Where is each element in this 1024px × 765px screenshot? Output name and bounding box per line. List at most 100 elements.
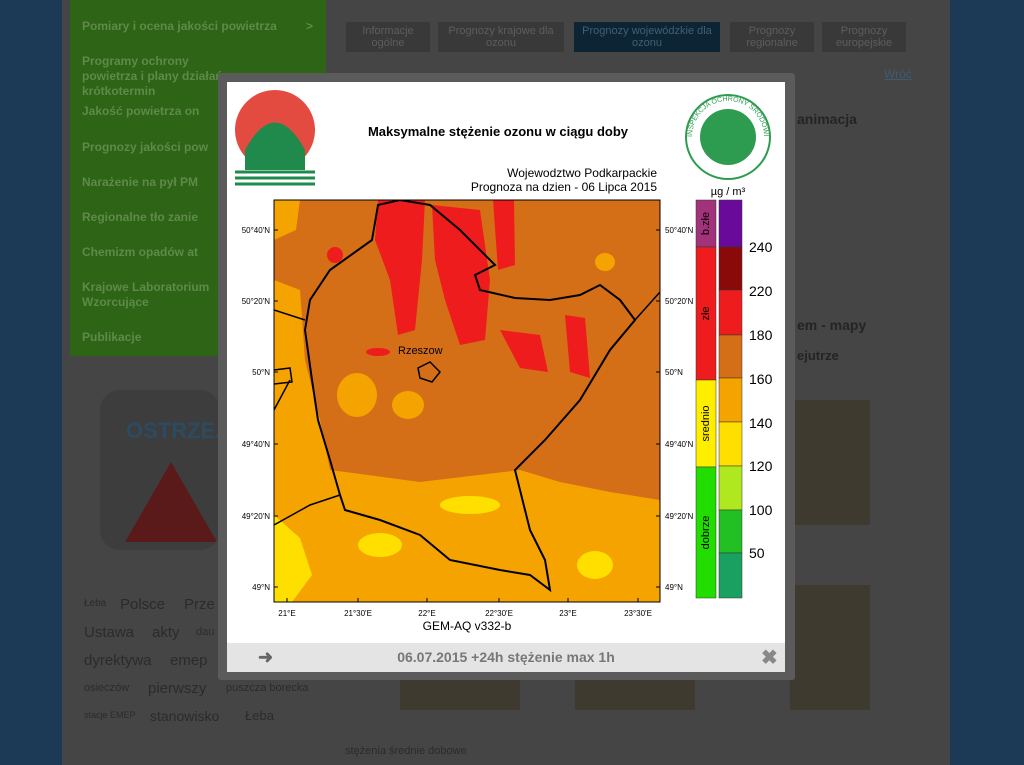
next-button[interactable]: ➜ — [258, 647, 274, 667]
lightbox-bar — [227, 643, 785, 672]
lon-label: 22°E — [418, 609, 435, 618]
map — [274, 200, 660, 602]
lat-label: 50°N — [665, 368, 683, 377]
nav-item[interactable]: Publikacje — [82, 330, 142, 344]
scale-band — [718, 509, 743, 554]
scale-label: 220 — [749, 283, 773, 299]
nav-item[interactable]: Prognozy jakości pow — [82, 140, 209, 154]
lat-label: 50°N — [252, 368, 270, 377]
scale-label: 120 — [749, 458, 773, 474]
area-140-160 — [274, 280, 660, 602]
scale-label: 140 — [749, 415, 773, 431]
scale-band — [718, 246, 743, 291]
nav-item[interactable]: Chemizm opadów at — [82, 245, 199, 259]
tag[interactable]: dyrektywa — [84, 652, 152, 669]
forecast: Prognoza na dzien - 06 Lipca 2015 — [471, 180, 657, 194]
lon-label: 23°E — [559, 609, 576, 618]
scale-label: 100 — [749, 502, 773, 518]
area-140-160 — [392, 391, 424, 419]
area-140-160 — [337, 373, 377, 417]
logo-text: INSPEKCJA OCHRONY ŚRODOWISKA — [0, 0, 769, 137]
quality-band — [695, 466, 717, 599]
scale-band — [718, 552, 743, 599]
area-140-160 — [274, 200, 300, 240]
tag[interactable]: akty — [152, 624, 180, 641]
tab[interactable]: Informacje ogólne — [346, 22, 430, 52]
back-link[interactable]: Wróć — [884, 67, 912, 81]
logo-left — [235, 90, 315, 186]
lat-label: 50°20'N — [665, 297, 694, 306]
scale-band — [718, 199, 743, 248]
nav-item[interactable]: Programy ochrony powietrza i plany dział… — [82, 54, 223, 98]
voivodeship-border — [303, 200, 637, 593]
warning-icon — [125, 462, 217, 542]
area-180-220 — [327, 247, 343, 263]
thumbnail[interactable] — [790, 400, 870, 525]
quality-label: srednio — [700, 405, 712, 441]
scale-label: 180 — [749, 327, 773, 343]
lat-label: 49°40'N — [665, 440, 694, 449]
nav-item[interactable]: Krajowe Laboratorium Wzorcujące — [82, 280, 210, 309]
tag[interactable]: stacje EMEP — [84, 710, 136, 720]
lon-label: 21°E — [278, 609, 295, 618]
unit-label: µg / m³ — [711, 186, 746, 198]
logo-ring — [685, 94, 771, 180]
lat-label: 49°N — [665, 583, 683, 592]
nav-arrow[interactable]: > — [306, 19, 314, 33]
area-140-160 — [595, 253, 615, 271]
close-button[interactable]: ✖ — [761, 647, 778, 669]
axes: 50°40'N 50°40'N 50°20'N 50°20'N 50°N 50°N 49°4… — [242, 226, 694, 618]
lat-label: 49°20'N — [242, 512, 271, 521]
lon-label: 21°30'E — [344, 609, 372, 618]
tab[interactable]: Prognozy regionalne — [730, 22, 814, 52]
thumbnail[interactable] — [790, 585, 870, 710]
quality-label: złe — [700, 306, 712, 320]
tag[interactable]: Ustawa — [84, 624, 135, 641]
scale-band — [718, 334, 743, 379]
tab[interactable]: Prognozy krajowe dla ozonu — [438, 22, 564, 52]
tab[interactable]: Prognozy europejskie — [822, 22, 906, 52]
thumbnail[interactable] — [400, 680, 520, 710]
lat-label: 50°20'N — [242, 297, 271, 306]
side-text: animacja — [797, 111, 857, 127]
scale-label: 50 — [749, 545, 765, 561]
thumbnail[interactable] — [575, 680, 695, 710]
tag[interactable]: dau — [196, 626, 215, 638]
tag[interactable]: stanowisko — [150, 708, 220, 724]
area-120-140 — [440, 496, 500, 514]
scale-band — [718, 421, 743, 467]
tag[interactable]: Polsce — [120, 596, 166, 613]
tag[interactable]: emep — [170, 652, 208, 669]
lon-label: 23°30'E — [624, 609, 652, 618]
lat-label: 49°20'N — [665, 512, 694, 521]
bottom-caption: stężenia średnie dobowe — [345, 745, 467, 757]
plot-frame — [273, 199, 661, 603]
area-180-220 — [500, 330, 548, 372]
scale-band — [718, 289, 743, 336]
nav-item[interactable]: Regionalne tło zanie — [82, 210, 199, 224]
warning: OSTRZEŻ — [126, 418, 229, 443]
tag[interactable]: puszcza borecka — [226, 682, 309, 694]
scale-label: 160 — [749, 371, 773, 387]
lon-label: 22°30'E — [485, 609, 513, 618]
area-180-220 — [565, 315, 590, 378]
scale-band — [718, 377, 743, 423]
tag[interactable]: Prze — [184, 596, 215, 613]
scale-band — [718, 465, 743, 511]
tag[interactable]: pierwszy — [148, 680, 207, 697]
tag[interactable]: osieczów — [84, 682, 130, 694]
nav-item[interactable]: Narażenie na pył PM — [82, 175, 199, 189]
lat-label: 50°40'N — [665, 226, 694, 235]
tag[interactable]: Łeba — [245, 708, 274, 723]
tag[interactable]: Łeba — [84, 598, 107, 609]
nav-item[interactable]: Pomiary i ocena jakości powietrza — [82, 19, 277, 33]
tab[interactable]: Prognozy wojewódzkie dla ozonu — [574, 22, 720, 52]
bg-left — [0, 0, 62, 765]
nav-item[interactable]: Jakość powietrza on — [82, 104, 200, 118]
country-border — [274, 291, 660, 526]
model-label: GEM-AQ v332-b — [423, 619, 512, 633]
area-120-140 — [274, 515, 312, 602]
quality-label: b.złe — [700, 212, 712, 235]
logo-right: INSPEKCJA OCHRONY ŚRODOWISKA — [0, 0, 771, 180]
region: Wojewodztwo Podkarpackie — [507, 166, 657, 180]
